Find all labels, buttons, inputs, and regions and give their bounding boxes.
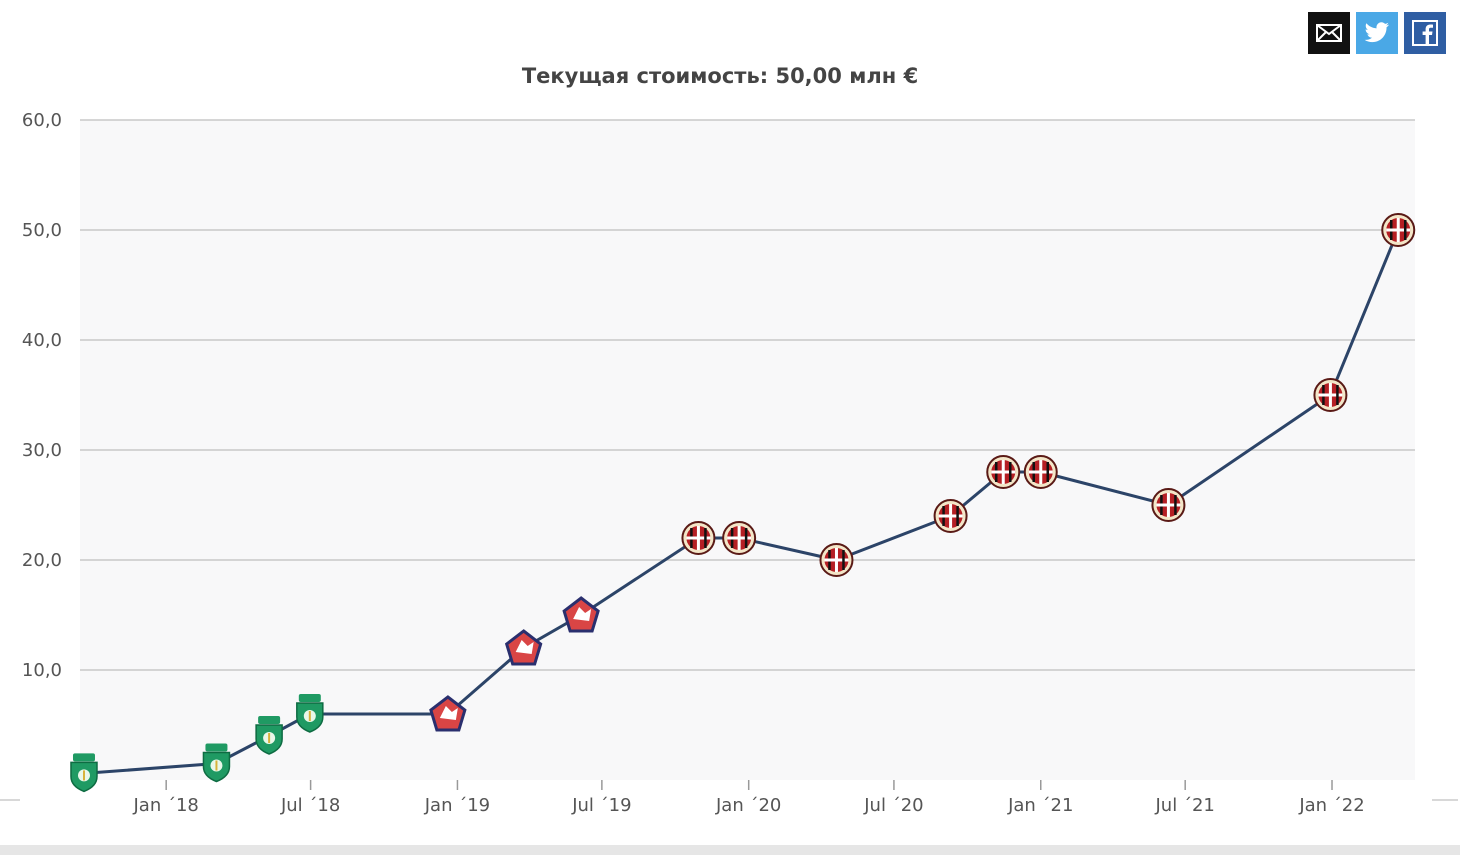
x-tick-label: Jul ´18 bbox=[280, 795, 340, 816]
x-tick-label: Jan ´21 bbox=[1007, 795, 1073, 816]
y-tick-label: 10,0 bbox=[22, 660, 62, 681]
crest-banner bbox=[72, 753, 95, 762]
data-point-marker[interactable] bbox=[504, 629, 543, 666]
data-point-marker[interactable] bbox=[986, 455, 1021, 489]
y-tick-label: 30,0 bbox=[22, 440, 62, 461]
x-tick-label: Jul ´20 bbox=[863, 795, 923, 816]
data-point-marker[interactable] bbox=[1023, 455, 1058, 489]
data-point-marker[interactable] bbox=[255, 716, 283, 755]
x-tick-label: Jan ´22 bbox=[1298, 795, 1364, 816]
x-tick-label: Jul ´21 bbox=[1155, 795, 1215, 816]
chart-title: Текущая стоимость: 50,00 млн € bbox=[521, 64, 919, 88]
y-tick-label: 50,0 bbox=[22, 220, 62, 241]
twitter-bird-icon bbox=[1364, 22, 1390, 43]
x-tick-label: Jan ´18 bbox=[132, 795, 198, 816]
crest-dog-shape bbox=[515, 640, 534, 654]
share-buttons bbox=[1308, 12, 1446, 54]
data-point-marker[interactable] bbox=[202, 743, 231, 783]
email-share-button[interactable] bbox=[1308, 12, 1350, 54]
data-point-marker[interactable] bbox=[1151, 488, 1186, 522]
facebook-f-icon bbox=[1412, 20, 1438, 46]
data-point-marker[interactable] bbox=[1313, 378, 1348, 412]
data-point-marker[interactable] bbox=[1381, 213, 1416, 247]
data-point-marker[interactable] bbox=[681, 521, 716, 555]
data-point-marker[interactable] bbox=[562, 596, 600, 633]
data-point-marker[interactable] bbox=[70, 753, 98, 793]
data-point-marker[interactable] bbox=[933, 499, 968, 533]
envelope-icon bbox=[1316, 24, 1342, 42]
y-tick-label: 60,0 bbox=[22, 110, 62, 131]
value-line bbox=[83, 229, 1400, 775]
x-tick-label: Jul ´19 bbox=[571, 795, 631, 816]
crest-banner bbox=[258, 716, 281, 724]
data-point-marker[interactable] bbox=[722, 521, 757, 555]
crest-dog-shape bbox=[439, 706, 458, 720]
crest-dog-shape bbox=[573, 607, 592, 621]
data-point-marker[interactable] bbox=[296, 694, 324, 733]
data-point-marker[interactable] bbox=[429, 695, 467, 732]
footer-bar bbox=[0, 845, 1460, 855]
twitter-share-button[interactable] bbox=[1356, 12, 1398, 54]
facebook-share-button[interactable] bbox=[1404, 12, 1446, 54]
crest-banner bbox=[205, 743, 228, 752]
crest-banner bbox=[298, 694, 321, 702]
x-tick-label: Jan ´19 bbox=[424, 795, 490, 816]
y-tick-label: 20,0 bbox=[22, 550, 62, 571]
y-tick-label: 40,0 bbox=[22, 330, 62, 351]
data-point-marker[interactable] bbox=[819, 543, 854, 577]
x-tick-label: Jan ´20 bbox=[715, 795, 781, 816]
